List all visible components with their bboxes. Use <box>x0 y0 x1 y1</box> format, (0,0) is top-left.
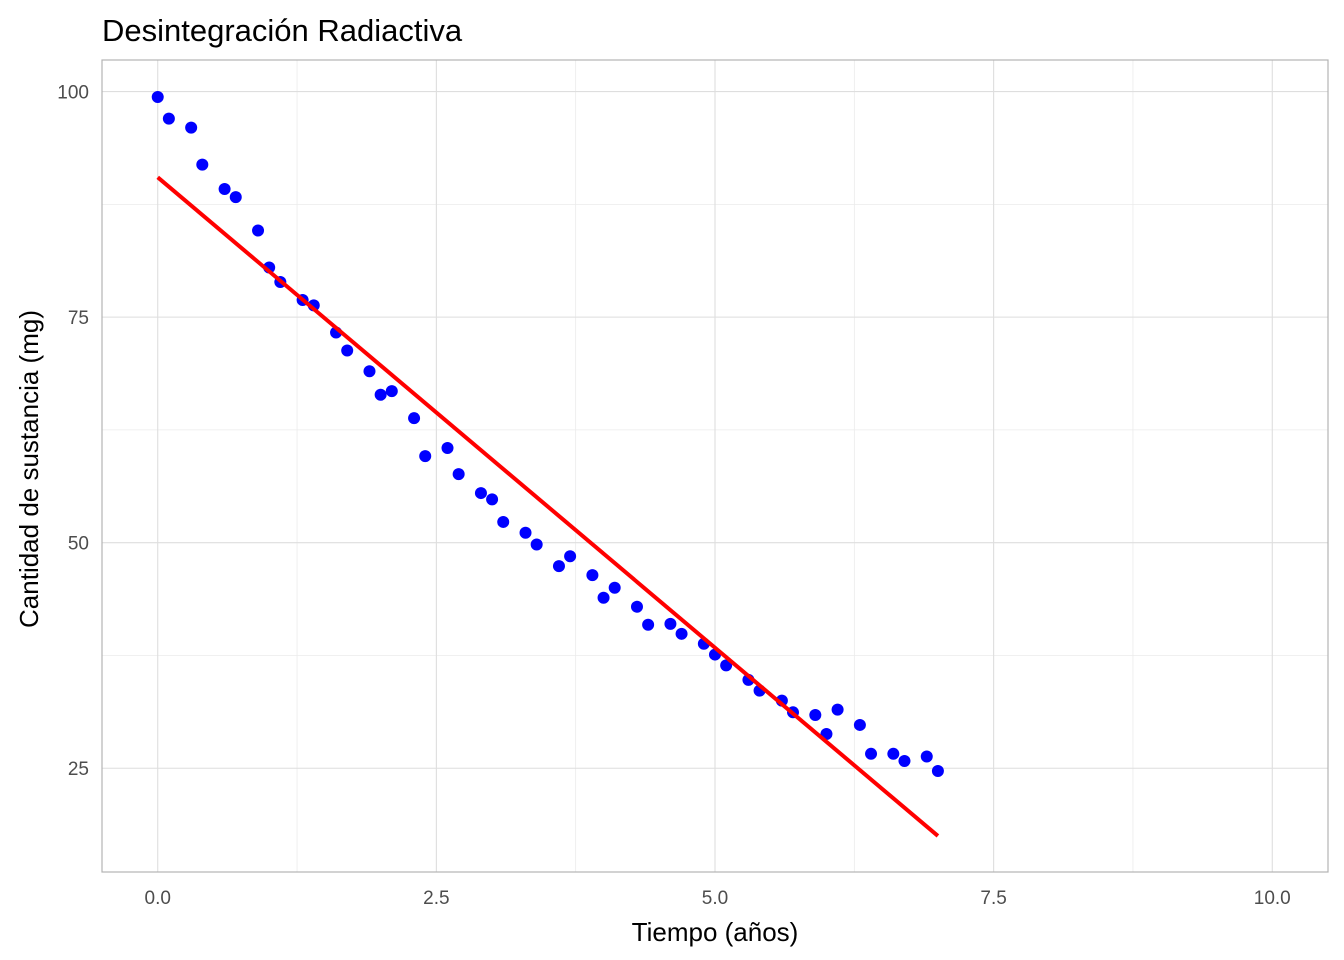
data-point <box>519 526 532 539</box>
data-point <box>586 569 599 582</box>
data-point <box>552 560 565 573</box>
data-point <box>162 112 175 125</box>
data-point <box>218 183 231 196</box>
data-point <box>865 747 878 760</box>
data-point <box>564 550 577 563</box>
data-point <box>452 468 465 481</box>
x-tick-label: 7.5 <box>980 888 1006 909</box>
data-point <box>196 158 209 171</box>
data-point <box>597 591 610 604</box>
data-point <box>931 764 944 777</box>
data-point <box>497 515 510 528</box>
data-point <box>809 709 822 722</box>
fit-line-group <box>156 175 940 838</box>
data-point <box>853 718 866 731</box>
data-point <box>530 538 543 551</box>
data-point <box>441 441 454 454</box>
data-point <box>720 659 733 672</box>
x-tick-label: 5.0 <box>702 888 728 909</box>
data-point <box>385 385 398 398</box>
chart-title: Desintegración Radiactiva <box>102 13 463 48</box>
x-tick-label: 0.0 <box>145 888 171 909</box>
data-point <box>831 703 844 716</box>
data-point <box>474 487 487 500</box>
data-point <box>887 747 900 760</box>
data-point <box>374 388 387 401</box>
data-point <box>363 365 376 378</box>
data-point <box>608 581 621 594</box>
grid <box>102 60 1328 872</box>
y-tick-label: 25 <box>68 759 89 780</box>
data-point <box>898 755 911 768</box>
data-points <box>151 90 944 777</box>
y-axis-title: Cantidad de sustancia (mg) <box>14 310 44 628</box>
data-point <box>151 90 164 103</box>
data-point <box>920 750 933 763</box>
x-tick-label: 10.0 <box>1254 888 1291 909</box>
data-point <box>419 450 432 463</box>
y-tick-label: 100 <box>57 83 89 104</box>
y-tick-label: 50 <box>68 534 89 555</box>
panel-border <box>101 59 1329 873</box>
data-point <box>408 412 421 425</box>
fit-line <box>156 175 940 838</box>
x-tick-label: 2.5 <box>423 888 449 909</box>
data-point <box>229 191 242 204</box>
x-axis-title: Tiempo (años) <box>632 917 799 947</box>
data-point <box>341 344 354 357</box>
x-axis-ticks: 0.0 2.5 5.0 7.5 10.0 <box>145 888 1291 909</box>
data-point <box>486 493 499 506</box>
data-point <box>675 627 688 640</box>
data-point <box>664 617 677 630</box>
y-tick-label: 75 <box>68 308 89 329</box>
data-point <box>630 600 643 613</box>
data-point <box>252 224 265 237</box>
y-axis-ticks: 25 50 75 100 <box>57 83 89 781</box>
data-point <box>642 618 655 631</box>
data-point <box>185 121 198 134</box>
